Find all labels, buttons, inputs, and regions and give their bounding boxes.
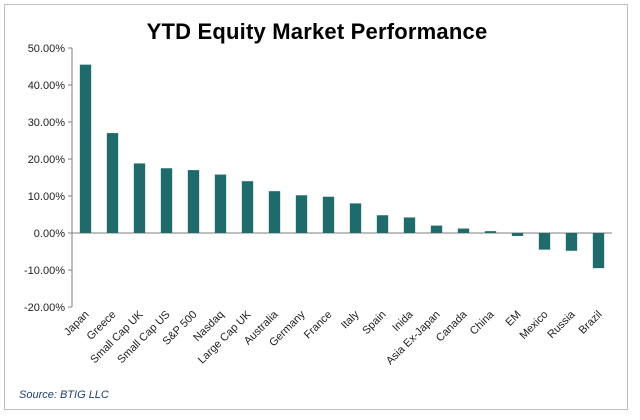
x-tick-label: Brazil [577, 309, 605, 337]
y-tick-label: 30.00% [28, 117, 66, 129]
bar [106, 133, 119, 233]
bar [430, 225, 443, 233]
bar [565, 233, 578, 251]
x-tick-label: Mexico [517, 309, 550, 342]
x-tick-label: EM [503, 309, 523, 329]
bar [79, 64, 92, 234]
x-tick-label: China [468, 308, 497, 337]
bar [214, 174, 227, 233]
bar [295, 195, 308, 233]
bar [268, 191, 281, 233]
chart-title: YTD Equity Market Performance [146, 19, 488, 44]
x-tick-label: Russia [545, 308, 578, 341]
bar [457, 228, 470, 233]
y-tick-label: 40.00% [28, 80, 66, 92]
y-tick-label: 50.00% [28, 43, 66, 55]
chart-axes [71, 48, 612, 307]
bar [241, 181, 254, 233]
x-tick-label: Italy [339, 308, 362, 331]
bar [592, 233, 605, 269]
x-tick-label: Spain [360, 309, 388, 337]
bar [322, 196, 335, 233]
bar [349, 203, 362, 233]
y-tick-label: -20.00% [24, 302, 65, 314]
bar [187, 170, 200, 233]
bar [133, 163, 146, 233]
y-tick-label: 10.00% [28, 191, 66, 203]
chart-bars [79, 64, 605, 269]
bar [376, 215, 389, 233]
bar [484, 231, 497, 233]
bar [160, 168, 173, 233]
bar [538, 233, 551, 250]
x-tick-label: Canada [434, 308, 470, 344]
chart-source: Source: BTIG LLC [19, 389, 109, 401]
x-tick-label: France [302, 309, 335, 342]
y-axis-ticks: 50.00% 40.00% 30.00% 20.00% 10.00% 0.00% -10.0… [24, 43, 72, 314]
y-tick-label: -10.00% [24, 265, 65, 277]
y-tick-label: 0.00% [34, 228, 65, 240]
bar [403, 217, 416, 233]
y-tick-label: 20.00% [28, 154, 66, 166]
bar [511, 233, 524, 236]
